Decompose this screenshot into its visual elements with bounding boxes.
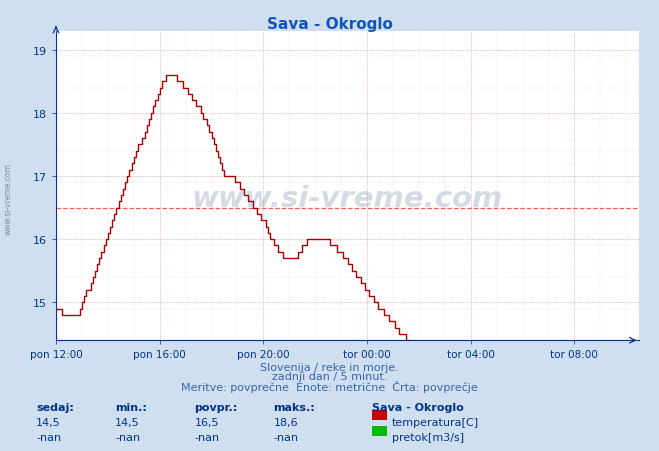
Text: povpr.:: povpr.: [194, 402, 238, 412]
Text: sedaj:: sedaj: [36, 402, 74, 412]
Text: maks.:: maks.: [273, 402, 315, 412]
Text: min.:: min.: [115, 402, 147, 412]
Text: pretok[m3/s]: pretok[m3/s] [392, 432, 464, 442]
Text: www.si-vreme.com: www.si-vreme.com [4, 162, 13, 235]
Text: Slovenija / reke in morje.: Slovenija / reke in morje. [260, 362, 399, 372]
Text: Meritve: povprečne  Enote: metrične  Črta: povprečje: Meritve: povprečne Enote: metrične Črta:… [181, 380, 478, 392]
Text: -nan: -nan [194, 432, 219, 442]
Text: -nan: -nan [36, 432, 61, 442]
Text: Sava - Okroglo: Sava - Okroglo [266, 17, 393, 32]
Text: 14,5: 14,5 [115, 417, 140, 427]
Text: 16,5: 16,5 [194, 417, 219, 427]
Text: temperatura[C]: temperatura[C] [392, 417, 479, 427]
Text: zadnji dan / 5 minut.: zadnji dan / 5 minut. [272, 371, 387, 381]
Text: 18,6: 18,6 [273, 417, 298, 427]
Text: 14,5: 14,5 [36, 417, 61, 427]
Text: www.si-vreme.com: www.si-vreme.com [192, 184, 503, 212]
Text: -nan: -nan [273, 432, 299, 442]
Text: -nan: -nan [115, 432, 140, 442]
Text: Sava - Okroglo: Sava - Okroglo [372, 402, 464, 412]
